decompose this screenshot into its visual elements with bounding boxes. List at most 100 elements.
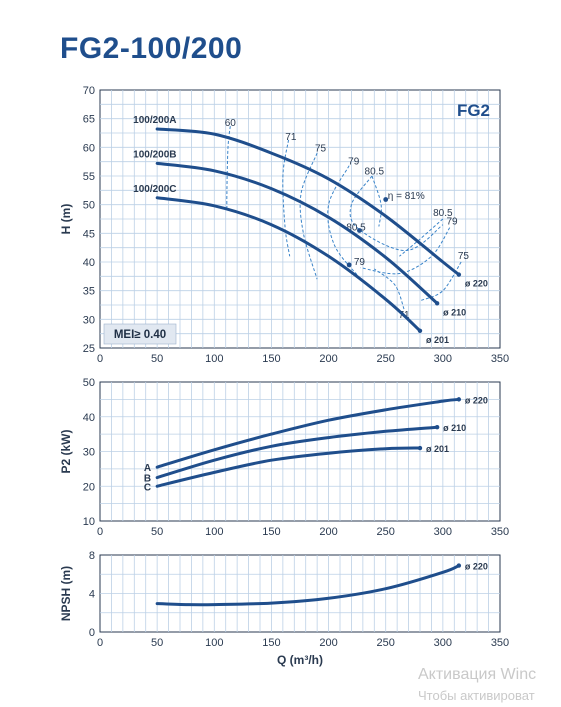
impeller-diameter-label: ø 220 [465, 279, 488, 289]
impeller-diameter-label: ø 220 [465, 562, 488, 572]
x-tick-label: 150 [262, 526, 280, 538]
x-tick-label: 250 [377, 353, 395, 365]
curve-npsh [155, 564, 461, 607]
x-tick-label: 100 [205, 637, 223, 649]
y-tick-label: 60 [83, 142, 95, 154]
x-tick-label: 150 [262, 353, 280, 365]
x-tick-label: 0 [97, 637, 103, 649]
y-tick-label: 8 [89, 550, 95, 562]
y-tick-label: 20 [83, 481, 95, 493]
x-tick-label: 50 [151, 353, 163, 365]
curve-100/200C [155, 196, 422, 333]
y-axis-label: H (m) [59, 204, 73, 235]
x-tick-label: 300 [434, 526, 452, 538]
efficiency-label: 60 [225, 118, 237, 129]
x-tick-label: 0 [97, 353, 103, 365]
y-tick-label: 35 [83, 286, 95, 298]
curve-B [155, 425, 439, 480]
series-label: B [144, 474, 151, 485]
x-tick-label: 350 [491, 637, 509, 649]
curve-end-point [456, 272, 462, 277]
x-tick-label: 200 [319, 353, 337, 365]
y-tick-label: 30 [83, 314, 95, 326]
curve-end-point [417, 445, 423, 451]
y-tick-label: 70 [83, 85, 95, 97]
y-tick-label: 45 [83, 228, 95, 240]
curve-end-point [434, 301, 440, 306]
efficiency-isoline [420, 261, 462, 301]
curve-C [155, 446, 422, 488]
watermark-line-2: Чтобы активироват [418, 688, 535, 703]
x-tick-label: 200 [319, 526, 337, 538]
efficiency-label: 75 [458, 251, 470, 262]
series-label: 100/200B [133, 149, 176, 160]
impeller-diameter-label: ø 201 [426, 444, 449, 454]
y-tick-label: 65 [83, 114, 95, 126]
efficiency-label: 79 [446, 217, 458, 228]
efficiency-label: 80.5 [433, 208, 453, 219]
efficiency-isoline [371, 175, 382, 227]
efficiency-isoline [399, 218, 444, 257]
efficiency-isoline [226, 126, 231, 208]
curve-100/200B [155, 161, 439, 305]
y-tick-label: 25 [83, 343, 95, 355]
efficiency-label: 75 [315, 143, 327, 154]
series-label: A [144, 463, 151, 474]
y-tick-label: 55 [83, 171, 95, 183]
chart-title: FG2-100/200 [60, 32, 243, 65]
mei-box [103, 323, 177, 345]
curve-end-point [456, 563, 462, 568]
x-tick-label: 250 [377, 526, 395, 538]
x-tick-label: 350 [491, 526, 509, 538]
y-tick-label: 40 [83, 412, 95, 424]
curve-100/200A [155, 127, 461, 277]
y-tick-label: 40 [83, 257, 95, 269]
efficiency-label: 79 [348, 157, 360, 168]
efficiency-isoline [373, 268, 405, 310]
y-tick-label: 4 [89, 589, 95, 601]
y-axis-label: P2 (kW) [59, 429, 73, 473]
x-tick-label: 100 [205, 353, 223, 365]
x-tick-label: 100 [205, 526, 223, 538]
series-badge: FG2 [457, 101, 490, 120]
x-tick-label: 350 [491, 353, 509, 365]
efficiency-label: 79 [354, 257, 366, 268]
series-label: 100/200C [133, 184, 176, 195]
best-efficiency-point [357, 228, 362, 233]
x-tick-label: 150 [262, 637, 280, 649]
efficiency-isoline [299, 152, 318, 280]
x-tick-label: 200 [319, 637, 337, 649]
x-tick-label: 0 [97, 526, 103, 538]
series-label: C [144, 482, 151, 493]
x-tick-label: 50 [151, 526, 163, 538]
curve-end-point [417, 328, 423, 333]
efficiency-label: 71 [285, 132, 297, 143]
series-label: 100/200A [133, 115, 176, 126]
curve-end-point [434, 424, 440, 430]
y-tick-label: 10 [83, 516, 95, 528]
efficiency-isoline [282, 139, 291, 257]
impeller-diameter-label: ø 201 [426, 335, 449, 345]
y-axis-label: NPSH (m) [59, 566, 73, 621]
y-tick-label: 0 [89, 627, 95, 639]
x-tick-label: 300 [434, 637, 452, 649]
best-efficiency-point [383, 197, 389, 202]
mei-label: MEI≥ 0.40 [114, 329, 166, 341]
impeller-diameter-label: ø 210 [443, 423, 466, 433]
efficiency-label: 80.5 [346, 222, 366, 233]
efficiency-label: 80.5 [365, 166, 385, 177]
efficiency-isoline [327, 165, 359, 277]
curve-A [155, 397, 461, 469]
x-tick-label: 250 [377, 637, 395, 649]
x-tick-label: 50 [151, 637, 163, 649]
y-tick-label: 30 [83, 447, 95, 459]
y-tick-label: 50 [83, 200, 95, 212]
y-tick-label: 50 [83, 377, 95, 389]
impeller-diameter-label: ø 210 [443, 307, 466, 317]
curve-end-point [456, 397, 462, 402]
efficiency-label: η = 81% [388, 191, 425, 202]
x-axis-label: Q (m³/h) [277, 653, 323, 667]
watermark-line-1: Активация Winc [418, 666, 536, 683]
x-tick-label: 300 [434, 353, 452, 365]
